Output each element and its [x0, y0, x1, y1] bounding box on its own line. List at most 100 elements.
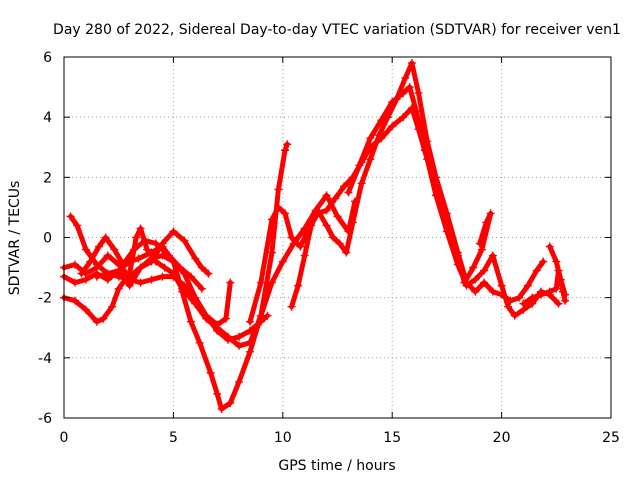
data-point	[519, 299, 528, 308]
data-point	[77, 269, 86, 278]
x-tick-labels: 0 5 10 15 20 25	[60, 430, 620, 446]
x-tick-label: 25	[602, 430, 620, 446]
data-point	[213, 389, 222, 398]
data-point	[197, 284, 206, 293]
data-point	[191, 299, 200, 308]
data-point	[73, 221, 82, 230]
series-track-7	[247, 105, 561, 325]
data-point	[313, 206, 322, 215]
data-point	[92, 317, 101, 326]
data-point	[180, 281, 189, 290]
data-point	[545, 242, 554, 251]
data-point	[180, 236, 189, 245]
data-point	[140, 236, 149, 245]
data-point	[333, 212, 342, 221]
data-point	[114, 266, 123, 275]
data-point	[287, 233, 296, 242]
data-point	[274, 185, 283, 194]
data-point	[81, 305, 90, 314]
data-point	[357, 179, 366, 188]
data-point	[480, 266, 489, 275]
data-point	[235, 377, 244, 386]
data-point	[235, 332, 244, 341]
data-point	[515, 293, 524, 302]
data-point	[412, 107, 421, 116]
data-point	[125, 281, 134, 290]
data-point	[471, 275, 480, 284]
data-point	[488, 251, 497, 260]
data-point	[136, 263, 145, 272]
data-point	[256, 278, 265, 287]
data-point	[536, 290, 545, 299]
data-point	[453, 251, 462, 260]
data-point	[147, 257, 156, 266]
data-point	[267, 248, 276, 257]
data-point	[307, 221, 316, 230]
data-point	[497, 290, 506, 299]
data-point	[86, 257, 95, 266]
data-point	[442, 218, 451, 227]
data-point	[388, 122, 397, 131]
data-point	[471, 287, 480, 296]
data-point	[147, 275, 156, 284]
data-point	[355, 161, 364, 170]
data-point	[342, 248, 351, 257]
data-point	[556, 275, 565, 284]
x-axis-label: GPS time / hours	[278, 458, 395, 474]
data-point	[296, 242, 305, 251]
data-point	[134, 254, 143, 263]
data-point	[421, 146, 430, 155]
data-point	[475, 239, 484, 248]
data-point	[278, 257, 287, 266]
data-point	[539, 257, 548, 266]
data-point	[375, 131, 384, 140]
data-point	[101, 233, 110, 242]
data-point	[283, 140, 292, 149]
data-point	[399, 113, 408, 122]
chart-title: Day 280 of 2022, Sidereal Day-to-day VTE…	[53, 22, 621, 38]
data-point	[340, 182, 349, 191]
y-tick-labels: -6 -4 -2 0 2 4 6	[38, 50, 52, 427]
data-point	[158, 272, 167, 281]
data-point	[300, 251, 309, 260]
data-point	[197, 263, 206, 272]
data-point	[160, 263, 169, 272]
data-point	[407, 59, 416, 68]
data-point	[136, 278, 145, 287]
data-point	[294, 281, 303, 290]
data-point	[552, 257, 561, 266]
data-point	[528, 293, 537, 302]
data-point	[532, 266, 541, 275]
data-point	[510, 311, 519, 320]
data-point	[224, 332, 233, 341]
x-tick-label: 15	[383, 430, 401, 446]
y-axis-label: SDTVAR / TECUs	[7, 181, 23, 296]
data-point	[165, 251, 174, 260]
data-point	[81, 275, 90, 284]
data-point	[287, 302, 296, 311]
data-point	[235, 341, 244, 350]
data-point	[504, 302, 513, 311]
data-point	[204, 269, 213, 278]
data-point	[497, 281, 506, 290]
x-tick-label: 20	[493, 430, 511, 446]
data-point	[66, 212, 75, 221]
data-point	[186, 317, 195, 326]
data-point	[554, 299, 563, 308]
series-track-8	[289, 60, 546, 310]
data-point	[143, 245, 152, 254]
data-point	[344, 188, 353, 197]
data-point	[561, 290, 570, 299]
data-point	[226, 398, 235, 407]
data-point	[506, 296, 515, 305]
data-point	[552, 284, 561, 293]
data-point	[256, 311, 265, 320]
data-point	[132, 233, 141, 242]
data-point	[414, 89, 423, 98]
y-tick-label: 2	[43, 170, 52, 186]
data-point	[195, 338, 204, 347]
grid-lines	[64, 57, 611, 418]
data-point	[280, 209, 289, 218]
data-point	[366, 134, 375, 143]
